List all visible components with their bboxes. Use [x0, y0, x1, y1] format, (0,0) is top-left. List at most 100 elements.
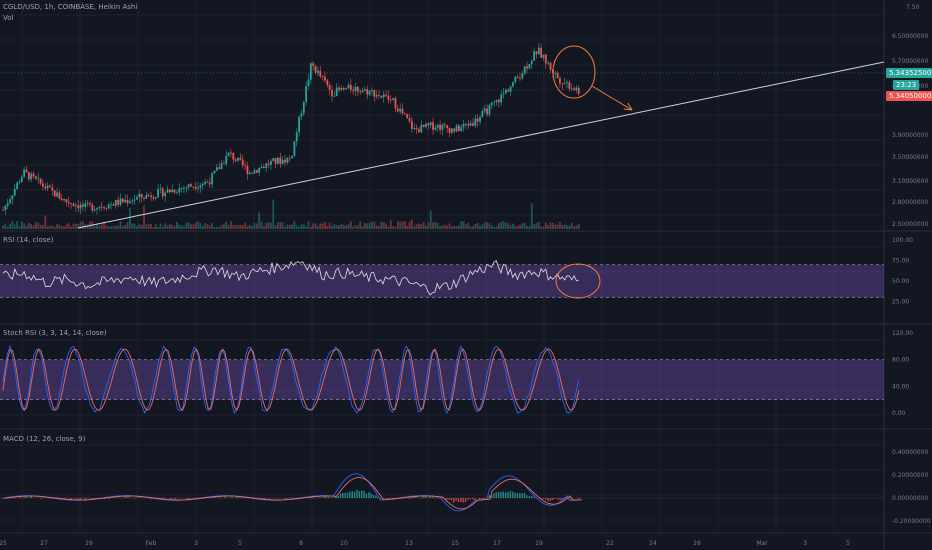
candle-body [537, 47, 540, 55]
candle-body [530, 60, 533, 65]
candle-body [260, 166, 263, 168]
candle-body [79, 204, 82, 209]
candle-body [439, 124, 441, 130]
macd-hist-bar [526, 495, 528, 498]
rsi-tick-label: 25.00 [892, 299, 909, 306]
annotation-arrow [591, 85, 633, 111]
candle-body [86, 203, 89, 205]
candle-body [547, 62, 550, 64]
candle-body [354, 86, 357, 92]
macd-hist-bar [127, 496, 129, 498]
macd-hist-bar [139, 497, 141, 498]
volume-bar [270, 222, 272, 229]
candle-body [495, 99, 498, 102]
macd-hist-bar [261, 498, 264, 500]
macd-hist-bar [370, 493, 372, 498]
macd-hist-bar [500, 491, 502, 498]
candle-body [51, 187, 54, 191]
candle-body [368, 90, 371, 95]
volume-bar [173, 226, 176, 229]
candle-body [326, 80, 329, 85]
rsi-tick-label: 75.00 [892, 258, 909, 265]
macd-hist-bar [162, 497, 165, 498]
candle-body [359, 91, 362, 93]
macd-hist-bar [516, 493, 519, 498]
candle-body [472, 123, 474, 126]
volume-bar [568, 225, 571, 229]
candle-body [505, 89, 507, 94]
volume-bar [389, 220, 392, 229]
candle-body [173, 189, 176, 193]
volume-bar [178, 224, 181, 229]
volume-bar [570, 222, 573, 229]
macd-signal-line [5, 476, 582, 510]
candle-body [35, 176, 37, 179]
candle-body [20, 176, 23, 183]
macd-hist-bar [113, 497, 115, 498]
volume-bar [516, 225, 519, 229]
volume-bar [4, 223, 7, 229]
macd-hist-bar [530, 495, 533, 498]
candle-body [208, 182, 211, 185]
candle-body [241, 159, 244, 166]
volume-bar [171, 224, 174, 229]
volume-bar [51, 225, 54, 229]
macd-hist-bar [87, 497, 89, 498]
volume-bar [328, 222, 331, 229]
volume-bar [305, 226, 308, 229]
candle-body [575, 87, 578, 91]
candle-body [295, 132, 298, 142]
candle-body [65, 199, 68, 202]
macd-hist-bar [471, 498, 474, 500]
macd-hist-bar [198, 497, 200, 498]
volume-label: Vol [3, 14, 14, 22]
volume-bar [420, 224, 423, 229]
candle-body [284, 159, 286, 163]
candle-body [72, 203, 75, 207]
volume-bar [225, 221, 228, 229]
candle-body [234, 159, 237, 161]
macd-hist-bar [356, 489, 358, 498]
macd-hist-bar [436, 497, 438, 498]
volume-bar [262, 226, 265, 229]
candle-body [2, 209, 4, 211]
volume-bar [312, 223, 315, 229]
candle-body [324, 76, 326, 81]
candle-body [382, 94, 385, 98]
volume-bar [559, 221, 561, 229]
macd-hist-bar [18, 497, 21, 498]
candle-body [486, 108, 488, 115]
candle-body [49, 185, 51, 188]
volume-bar [16, 221, 18, 229]
macd-hist-bar [264, 498, 266, 500]
macd-hist-bar [549, 498, 552, 501]
candle-body [507, 89, 510, 92]
candle-body [481, 111, 484, 118]
volume-bar [63, 226, 65, 229]
candle-body [331, 89, 333, 97]
volume-bar [554, 224, 557, 229]
volume-bar [265, 222, 268, 229]
rsi-label: RSI (14, close) [3, 236, 54, 244]
candle-body [436, 124, 439, 128]
volume-bar [474, 223, 477, 229]
candle-body [500, 94, 503, 103]
volume-bar [253, 222, 256, 229]
volume-bar [530, 203, 533, 229]
volume-bar [288, 224, 291, 229]
volume-bar [429, 210, 432, 229]
volume-bar [206, 223, 209, 229]
candle-body [129, 201, 131, 204]
volume-bar [260, 221, 263, 229]
volume-bar [319, 223, 322, 229]
macd-hist-bar [23, 496, 25, 498]
macd-hist-bar [358, 491, 361, 498]
macd-hist-bar [4, 498, 7, 500]
volume-bar [74, 223, 77, 229]
volume-bar [406, 225, 409, 229]
volume-bar [39, 224, 42, 229]
candle-body [131, 200, 134, 202]
volume-bar [159, 223, 162, 229]
candle-body [77, 205, 80, 209]
volume-bar [326, 225, 329, 229]
